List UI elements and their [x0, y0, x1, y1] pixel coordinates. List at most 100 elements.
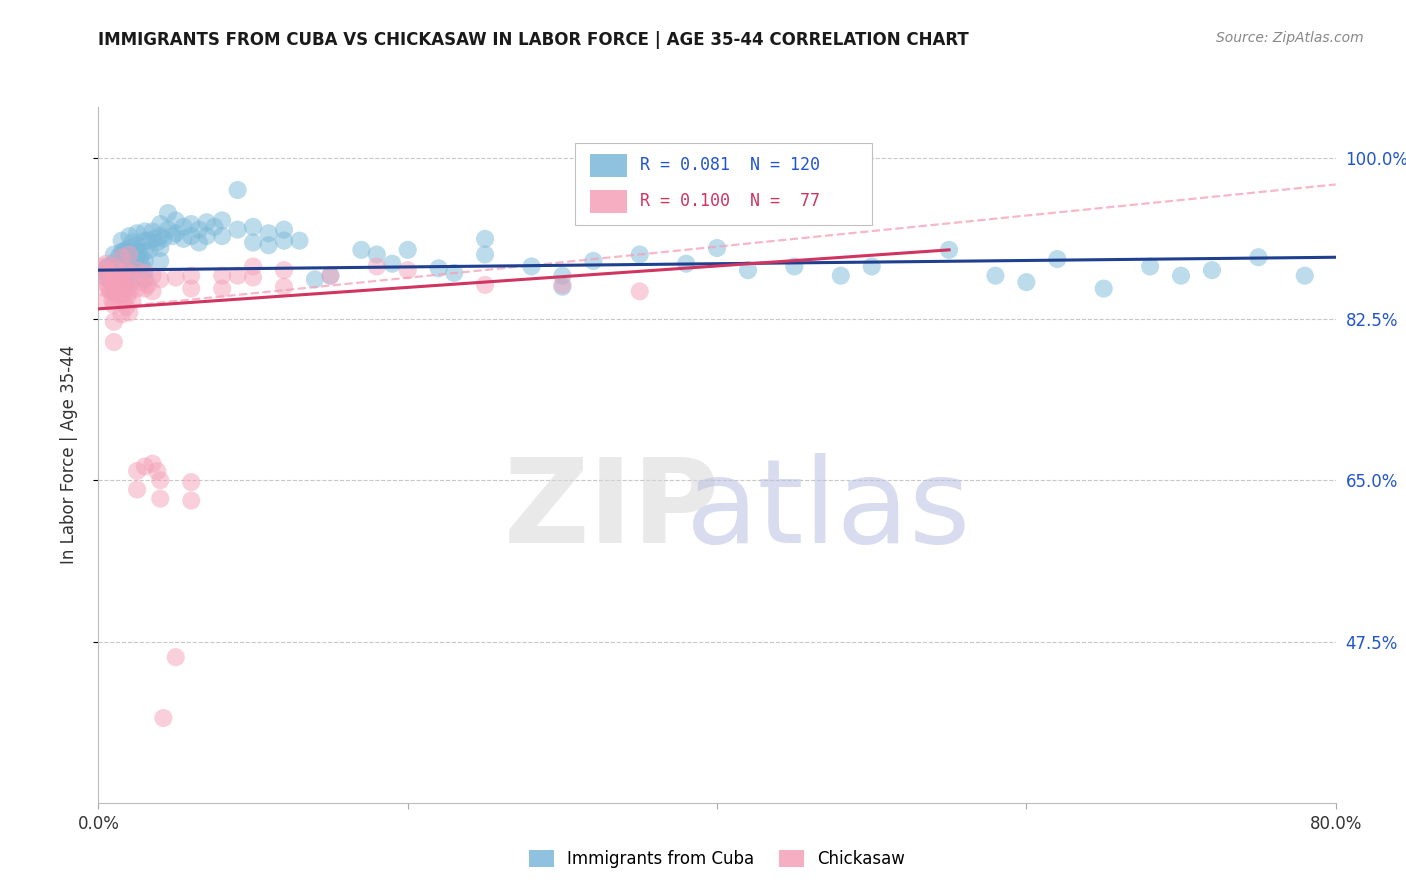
- Point: [350, 243, 373, 257]
- Point: [1139, 260, 1161, 274]
- Point: [427, 261, 450, 276]
- Point: [783, 260, 806, 274]
- Point: [114, 247, 136, 261]
- Point: [127, 464, 149, 478]
- Point: [127, 227, 149, 241]
- Point: [226, 222, 249, 236]
- Point: [211, 268, 233, 283]
- Point: [96, 261, 118, 276]
- Point: [103, 247, 125, 261]
- Point: [366, 247, 388, 261]
- Point: [134, 263, 156, 277]
- Point: [111, 234, 134, 248]
- Point: [188, 222, 211, 236]
- Point: [146, 235, 169, 250]
- Point: [96, 270, 118, 285]
- Point: [111, 265, 134, 279]
- Point: [149, 241, 172, 255]
- Point: [96, 257, 118, 271]
- Point: [149, 491, 172, 506]
- Point: [101, 293, 124, 308]
- Point: [165, 213, 187, 227]
- Point: [118, 229, 141, 244]
- Point: [381, 257, 404, 271]
- Point: [134, 282, 156, 296]
- Point: [149, 473, 172, 487]
- Point: [582, 254, 605, 268]
- Point: [134, 254, 156, 268]
- Point: [100, 268, 122, 283]
- Point: [118, 266, 141, 280]
- Point: [115, 263, 138, 277]
- Point: [136, 234, 159, 248]
- Point: [984, 268, 1007, 283]
- Point: [860, 260, 883, 274]
- Point: [474, 232, 496, 246]
- Point: [134, 266, 156, 280]
- Point: [118, 277, 141, 292]
- Point: [195, 229, 218, 244]
- Point: [152, 232, 174, 246]
- Point: [105, 282, 128, 296]
- Point: [97, 260, 120, 274]
- Point: [103, 315, 125, 329]
- Point: [108, 263, 131, 277]
- Point: [103, 256, 125, 270]
- Point: [675, 257, 697, 271]
- Point: [180, 268, 202, 283]
- Point: [124, 243, 146, 257]
- Point: [173, 219, 195, 234]
- Point: [273, 263, 295, 277]
- Point: [628, 285, 651, 299]
- Point: [396, 263, 419, 277]
- Point: [474, 247, 496, 261]
- Point: [157, 206, 180, 220]
- Text: R = 0.100  N =  77: R = 0.100 N = 77: [640, 192, 820, 210]
- Point: [134, 234, 156, 248]
- Point: [152, 711, 174, 725]
- Point: [122, 254, 145, 268]
- Point: [97, 263, 120, 277]
- Point: [474, 277, 496, 292]
- Point: [105, 266, 128, 280]
- Point: [706, 241, 728, 255]
- Point: [242, 270, 264, 285]
- Point: [131, 257, 153, 271]
- Point: [628, 247, 651, 261]
- Point: [319, 268, 342, 283]
- Bar: [589, 190, 627, 213]
- Point: [112, 293, 135, 308]
- Point: [100, 260, 122, 274]
- Text: R = 0.081  N = 120: R = 0.081 N = 120: [640, 156, 820, 174]
- Point: [103, 334, 125, 349]
- Point: [520, 260, 543, 274]
- Point: [319, 268, 342, 283]
- Point: [101, 263, 124, 277]
- Point: [112, 272, 135, 286]
- Text: ZIP: ZIP: [503, 453, 720, 568]
- Point: [1294, 268, 1316, 283]
- Point: [118, 285, 141, 299]
- Point: [112, 244, 135, 259]
- Point: [118, 241, 141, 255]
- Point: [242, 260, 264, 274]
- Point: [173, 232, 195, 246]
- Bar: [589, 153, 627, 177]
- Point: [98, 282, 121, 296]
- Legend: Immigrants from Cuba, Chickasaw: Immigrants from Cuba, Chickasaw: [522, 843, 912, 874]
- Point: [98, 266, 121, 280]
- Point: [115, 254, 138, 268]
- Point: [114, 279, 136, 293]
- Point: [396, 243, 419, 257]
- Point: [103, 279, 125, 293]
- Point: [93, 266, 115, 280]
- Point: [149, 217, 172, 231]
- Point: [242, 219, 264, 234]
- Point: [96, 266, 118, 280]
- Point: [105, 260, 128, 274]
- Point: [111, 257, 134, 271]
- Point: [149, 272, 172, 286]
- Point: [105, 263, 128, 277]
- Point: [103, 263, 125, 277]
- Point: [127, 263, 149, 277]
